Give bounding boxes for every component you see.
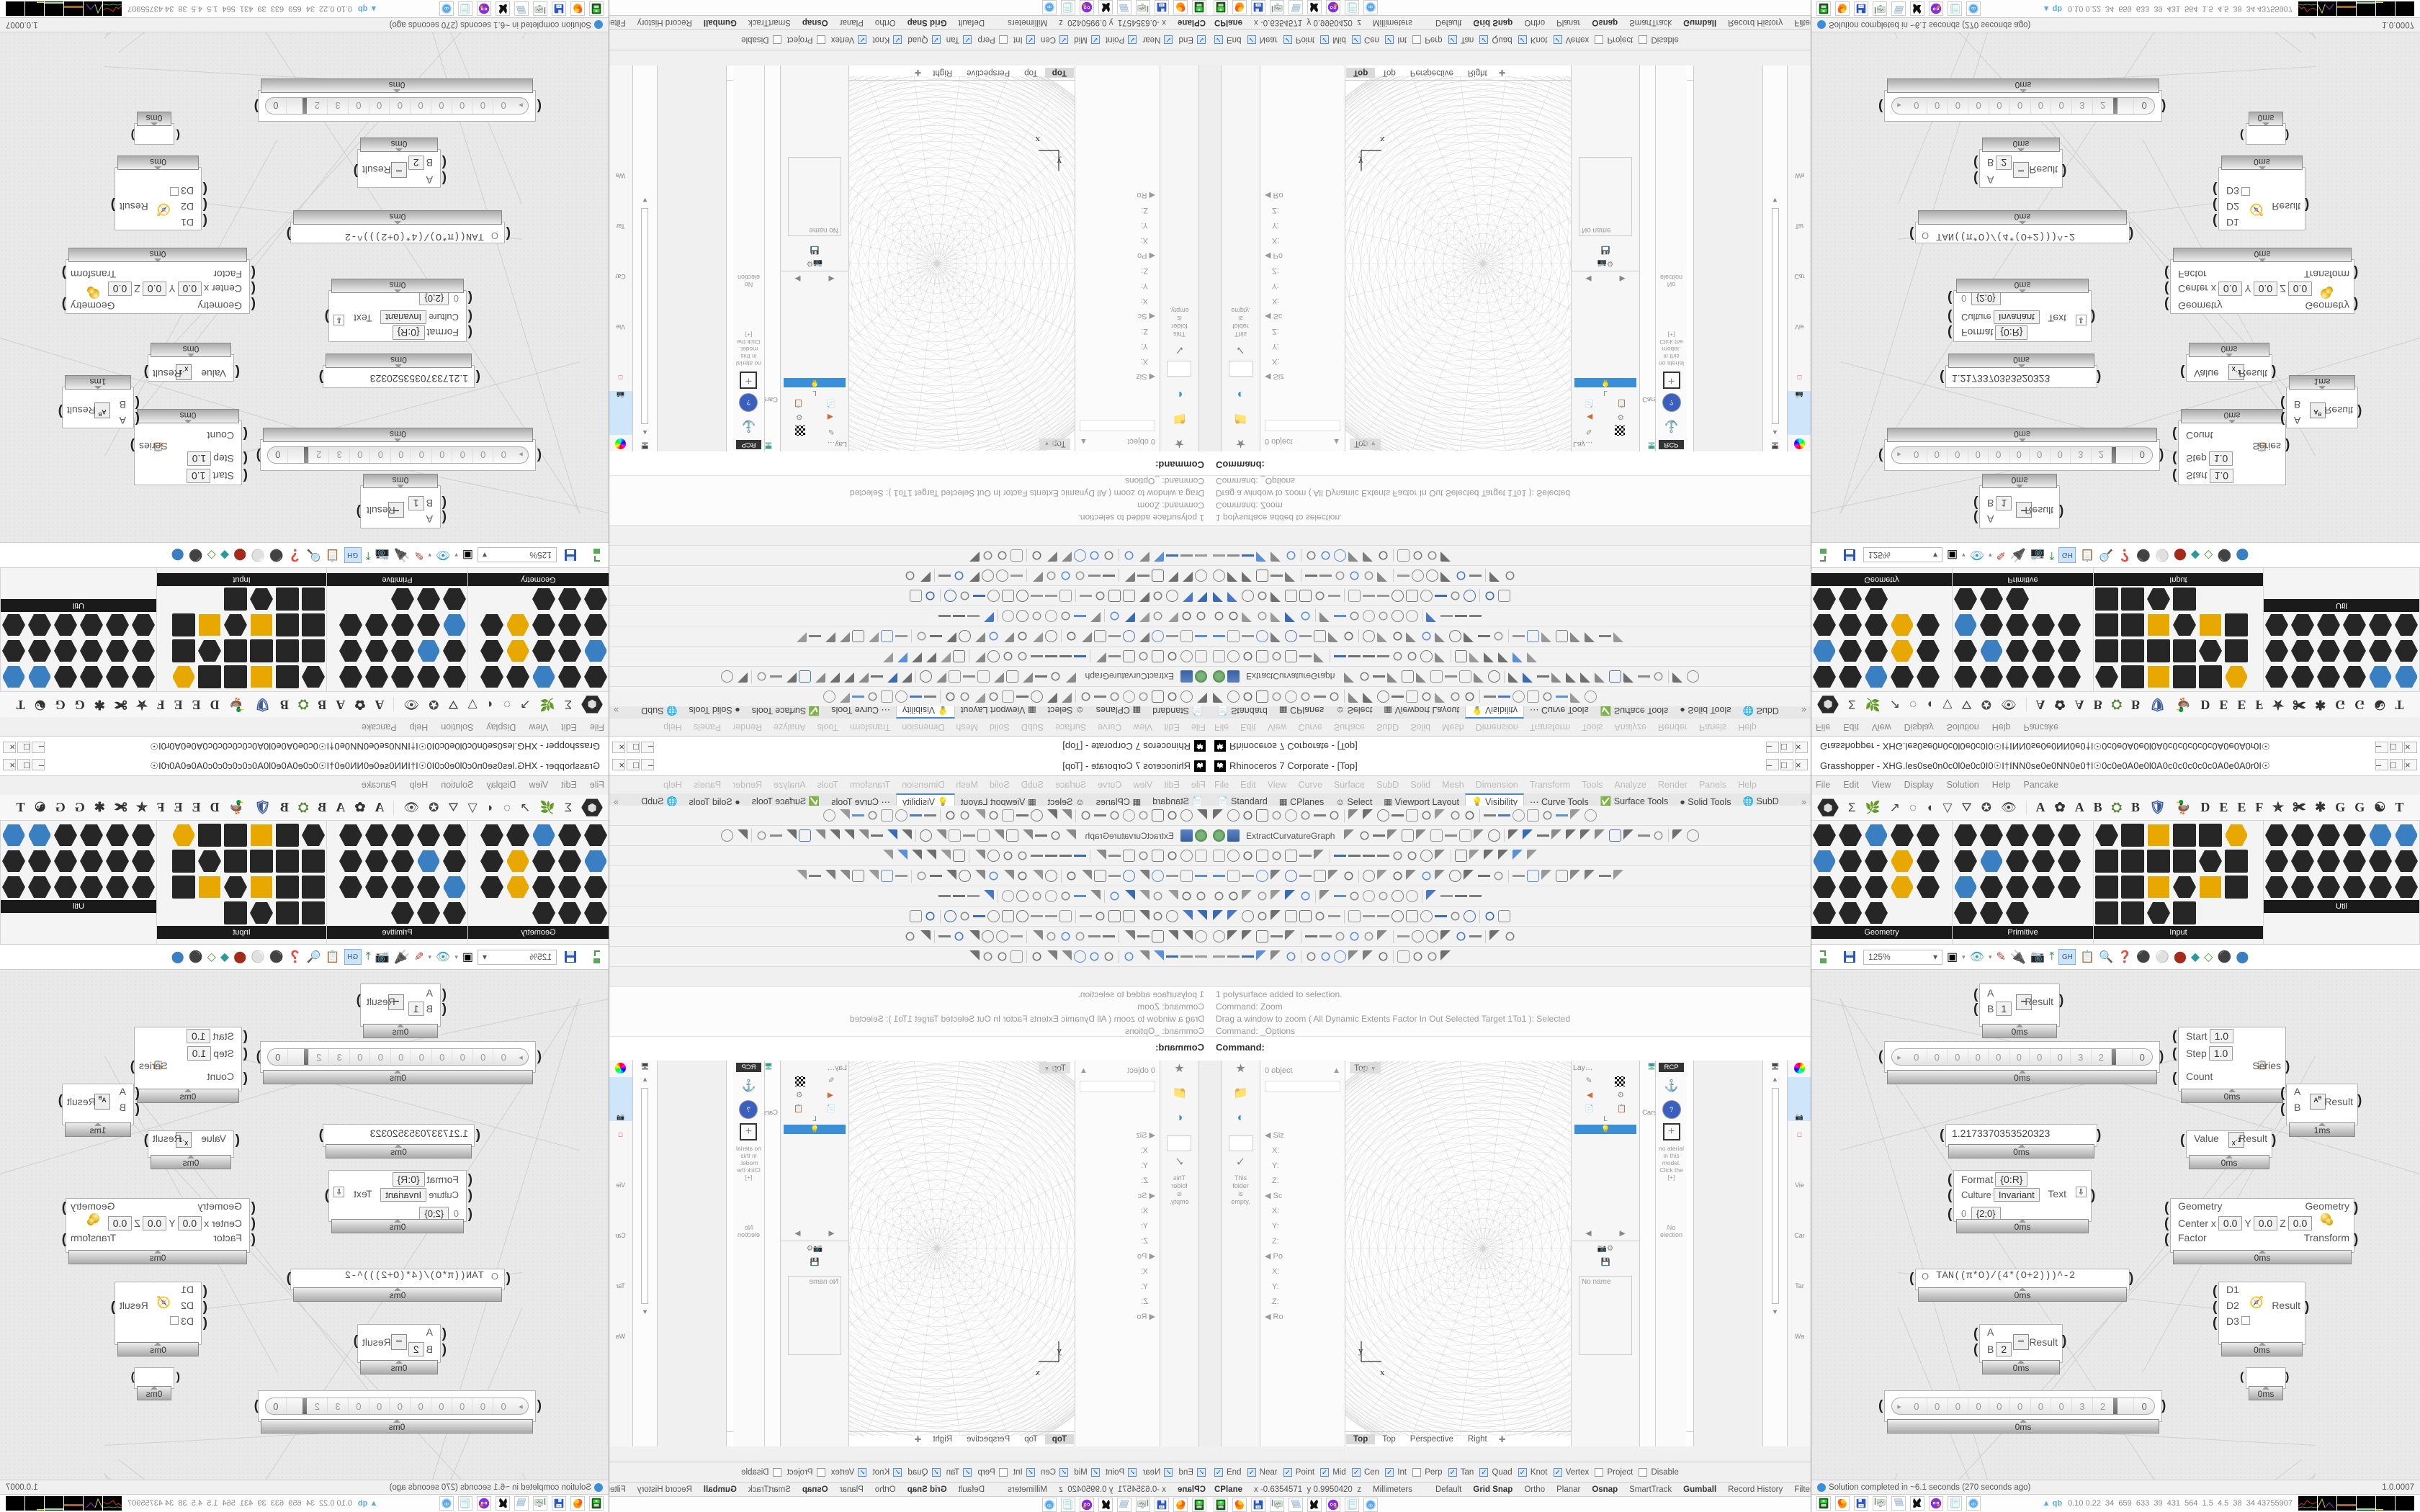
svg-text:qb: qb [1047,1503,1052,1508]
svg-text:qb: qb [444,6,449,10]
svg-text:qb: qb [444,1502,449,1506]
svg-text:qb: qb [1368,1503,1373,1508]
svg-text:qb: qb [1971,1502,1976,1506]
svg-text:qb: qb [1368,4,1373,9]
svg-text:qb: qb [1047,4,1052,9]
svg-text:qb: qb [1971,6,1976,10]
